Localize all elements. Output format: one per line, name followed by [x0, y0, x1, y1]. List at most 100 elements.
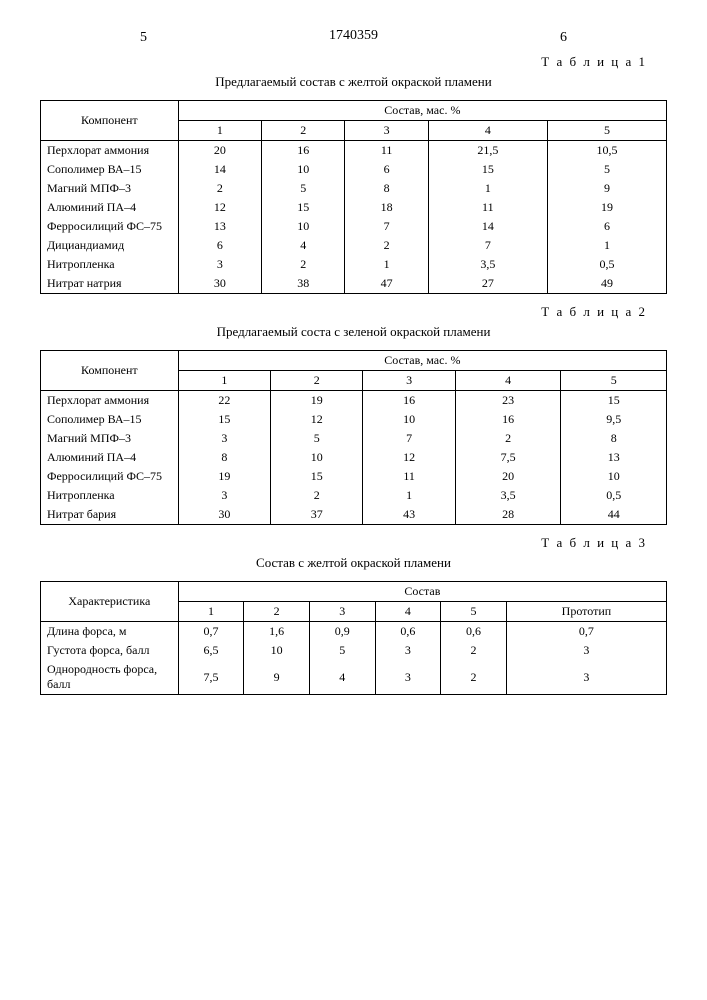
row-label: Нитрат бария [41, 505, 179, 525]
row-label: Длина форса, м [41, 622, 179, 642]
row-label: Нитрат натрия [41, 274, 179, 294]
cell: 2 [441, 641, 507, 660]
cell: 3 [375, 660, 441, 695]
col-header-composition: Состав, мас. % [178, 351, 666, 371]
cell: 13 [561, 448, 667, 467]
cell: 3 [178, 429, 270, 448]
cell: 22 [178, 391, 270, 411]
row-label: Перхлорат аммония [41, 391, 179, 411]
cell: 15 [428, 160, 547, 179]
col-1: 1 [178, 121, 261, 141]
cell: 10,5 [547, 141, 666, 161]
row-label: Сополимер ВА–15 [41, 410, 179, 429]
cell: 20 [455, 467, 561, 486]
cell: 16 [262, 141, 345, 161]
cell: 14 [178, 160, 261, 179]
cell: 13 [178, 217, 261, 236]
cell: 12 [178, 198, 261, 217]
cell: 11 [428, 198, 547, 217]
document-number: 1740359 [40, 28, 667, 44]
row-label: Однородность форса, балл [41, 660, 179, 695]
cell: 20 [178, 141, 261, 161]
cell: 2 [262, 255, 345, 274]
table-2-caption: Предлагаемый соста с зеленой окраской пл… [40, 324, 667, 340]
cell: 15 [178, 410, 270, 429]
cell: 30 [178, 505, 270, 525]
col-4: 4 [375, 602, 441, 622]
cell: 4 [309, 660, 375, 695]
cell: 5 [309, 641, 375, 660]
cell: 6 [547, 217, 666, 236]
col-3: 3 [345, 121, 428, 141]
col-header-component: Компонент [41, 101, 179, 141]
cell: 2 [455, 429, 561, 448]
cell: 10 [363, 410, 455, 429]
cell: 3,5 [428, 255, 547, 274]
cell: 7 [428, 236, 547, 255]
cell: 15 [561, 391, 667, 411]
cell: 5 [262, 179, 345, 198]
cell: 10 [561, 467, 667, 486]
row-label: Магний МПФ–3 [41, 179, 179, 198]
col-2: 2 [262, 121, 345, 141]
col-prototype: Прототип [506, 602, 666, 622]
cell: 0,5 [561, 486, 667, 505]
cell: 16 [363, 391, 455, 411]
page-num-right: 6 [560, 30, 567, 46]
col-2: 2 [271, 371, 363, 391]
cell: 7,5 [178, 660, 244, 695]
cell: 0,7 [178, 622, 244, 642]
cell: 2 [178, 179, 261, 198]
col-5: 5 [561, 371, 667, 391]
cell: 5 [271, 429, 363, 448]
row-label: Нитропленка [41, 486, 179, 505]
cell: 21,5 [428, 141, 547, 161]
row-label: Ферросилиций ФС–75 [41, 217, 179, 236]
cell: 1 [428, 179, 547, 198]
table-2-label: Т а б л и ц а 2 [40, 304, 647, 320]
row-label: Перхлорат аммония [41, 141, 179, 161]
cell: 9 [547, 179, 666, 198]
cell: 10 [262, 160, 345, 179]
cell: 4 [262, 236, 345, 255]
cell: 43 [363, 505, 455, 525]
cell: 12 [363, 448, 455, 467]
cell: 38 [262, 274, 345, 294]
table-1-caption: Предлагаемый состав с желтой окраской пл… [40, 74, 667, 90]
cell: 16 [455, 410, 561, 429]
cell: 1 [547, 236, 666, 255]
cell: 49 [547, 274, 666, 294]
cell: 1,6 [244, 622, 310, 642]
cell: 11 [363, 467, 455, 486]
cell: 3 [375, 641, 441, 660]
cell: 3 [506, 641, 666, 660]
col-1: 1 [178, 602, 244, 622]
col-5: 5 [441, 602, 507, 622]
cell: 8 [561, 429, 667, 448]
cell: 9 [244, 660, 310, 695]
cell: 0,6 [441, 622, 507, 642]
cell: 27 [428, 274, 547, 294]
col-header-characteristic: Характеристика [41, 582, 179, 622]
row-label: Сополимер ВА–15 [41, 160, 179, 179]
cell: 8 [345, 179, 428, 198]
cell: 2 [345, 236, 428, 255]
cell: 19 [178, 467, 270, 486]
cell: 10 [271, 448, 363, 467]
cell: 6,5 [178, 641, 244, 660]
cell: 23 [455, 391, 561, 411]
col-header-composition: Состав [178, 582, 666, 602]
cell: 7 [363, 429, 455, 448]
row-label: Алюминий ПА–4 [41, 448, 179, 467]
cell: 10 [262, 217, 345, 236]
cell: 0,6 [375, 622, 441, 642]
table-2: Компонент Состав, мас. % 1 2 3 4 5 Перхл… [40, 350, 667, 525]
row-label: Алюминий ПА–4 [41, 198, 179, 217]
table-1-label: Т а б л и ц а 1 [40, 54, 647, 70]
cell: 0,5 [547, 255, 666, 274]
cell: 15 [262, 198, 345, 217]
cell: 1 [345, 255, 428, 274]
cell: 10 [244, 641, 310, 660]
cell: 44 [561, 505, 667, 525]
cell: 3 [178, 486, 270, 505]
